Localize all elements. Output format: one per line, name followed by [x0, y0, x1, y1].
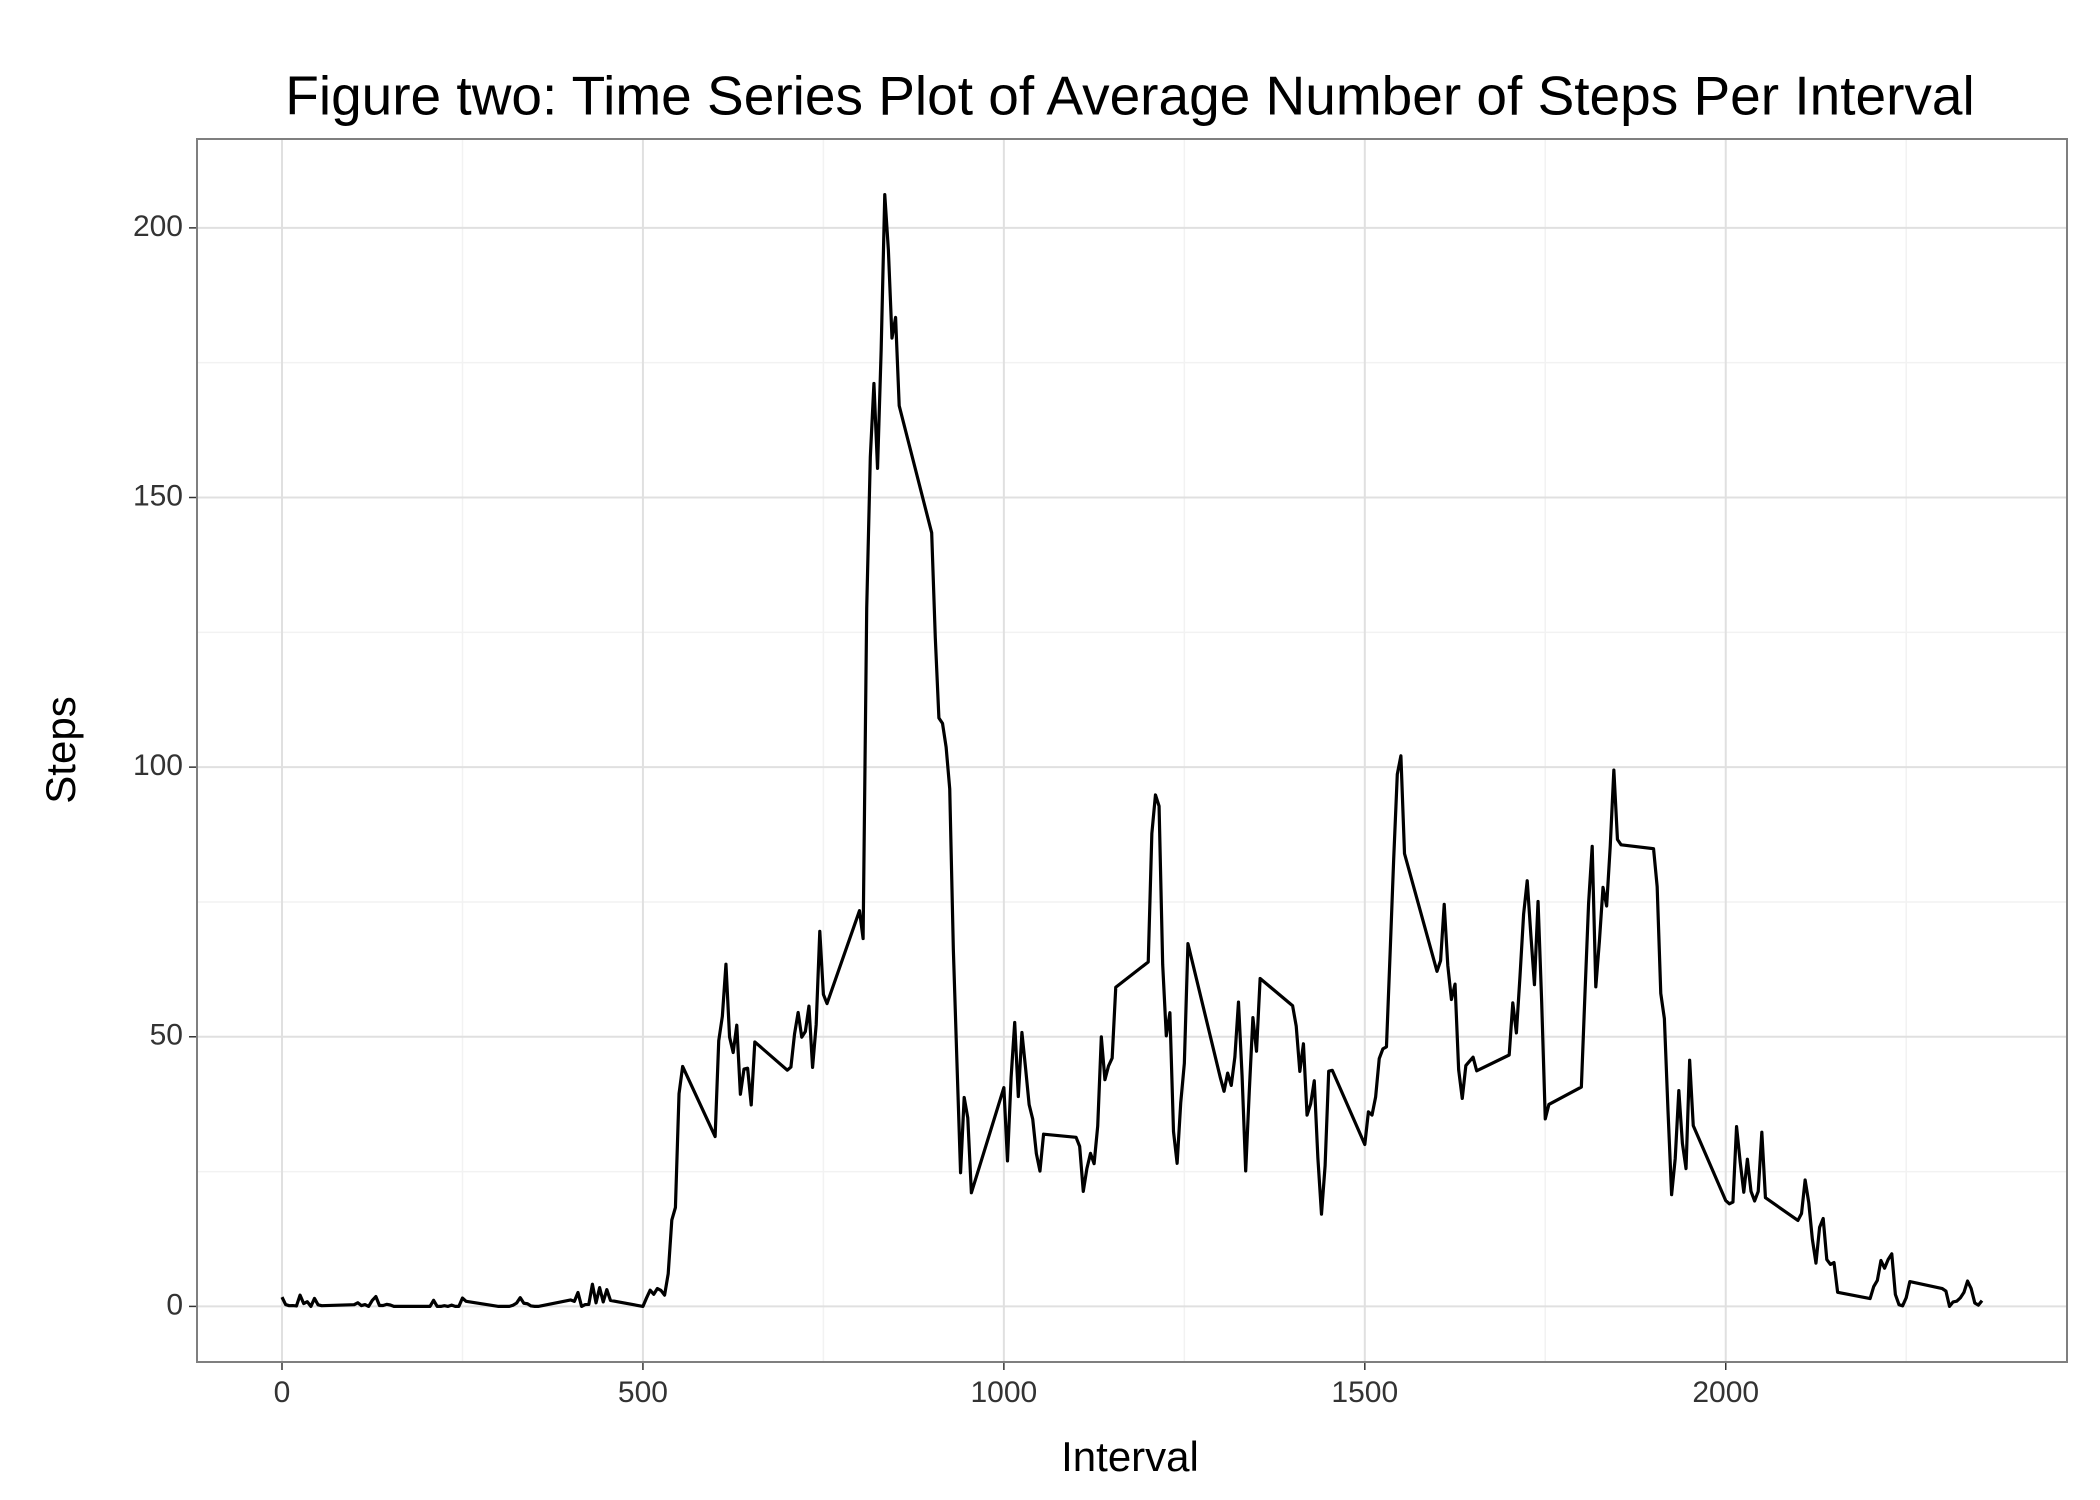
x-tick-label: 500 — [618, 1376, 668, 1409]
x-axis-label: Interval — [1061, 1433, 1199, 1480]
y-tick-label: 50 — [150, 1019, 183, 1052]
chart-title: Figure two: Time Series Plot of Average … — [285, 65, 1974, 127]
x-tick-label: 2000 — [1692, 1376, 1759, 1409]
plot-border — [196, 138, 2068, 1363]
line — [280, 193, 1984, 1308]
y-tick-label: 0 — [166, 1288, 183, 1321]
y-tick-label: 100 — [133, 749, 183, 782]
y-axis-label: Steps — [37, 696, 84, 803]
y-tick-label: 150 — [133, 479, 183, 512]
x-tick-label: 1000 — [970, 1376, 1037, 1409]
x-tick-label: 1500 — [1331, 1376, 1398, 1409]
x-tick-label: 0 — [274, 1376, 291, 1409]
plot-background — [197, 139, 2067, 1362]
y-tick-label: 200 — [133, 210, 183, 243]
